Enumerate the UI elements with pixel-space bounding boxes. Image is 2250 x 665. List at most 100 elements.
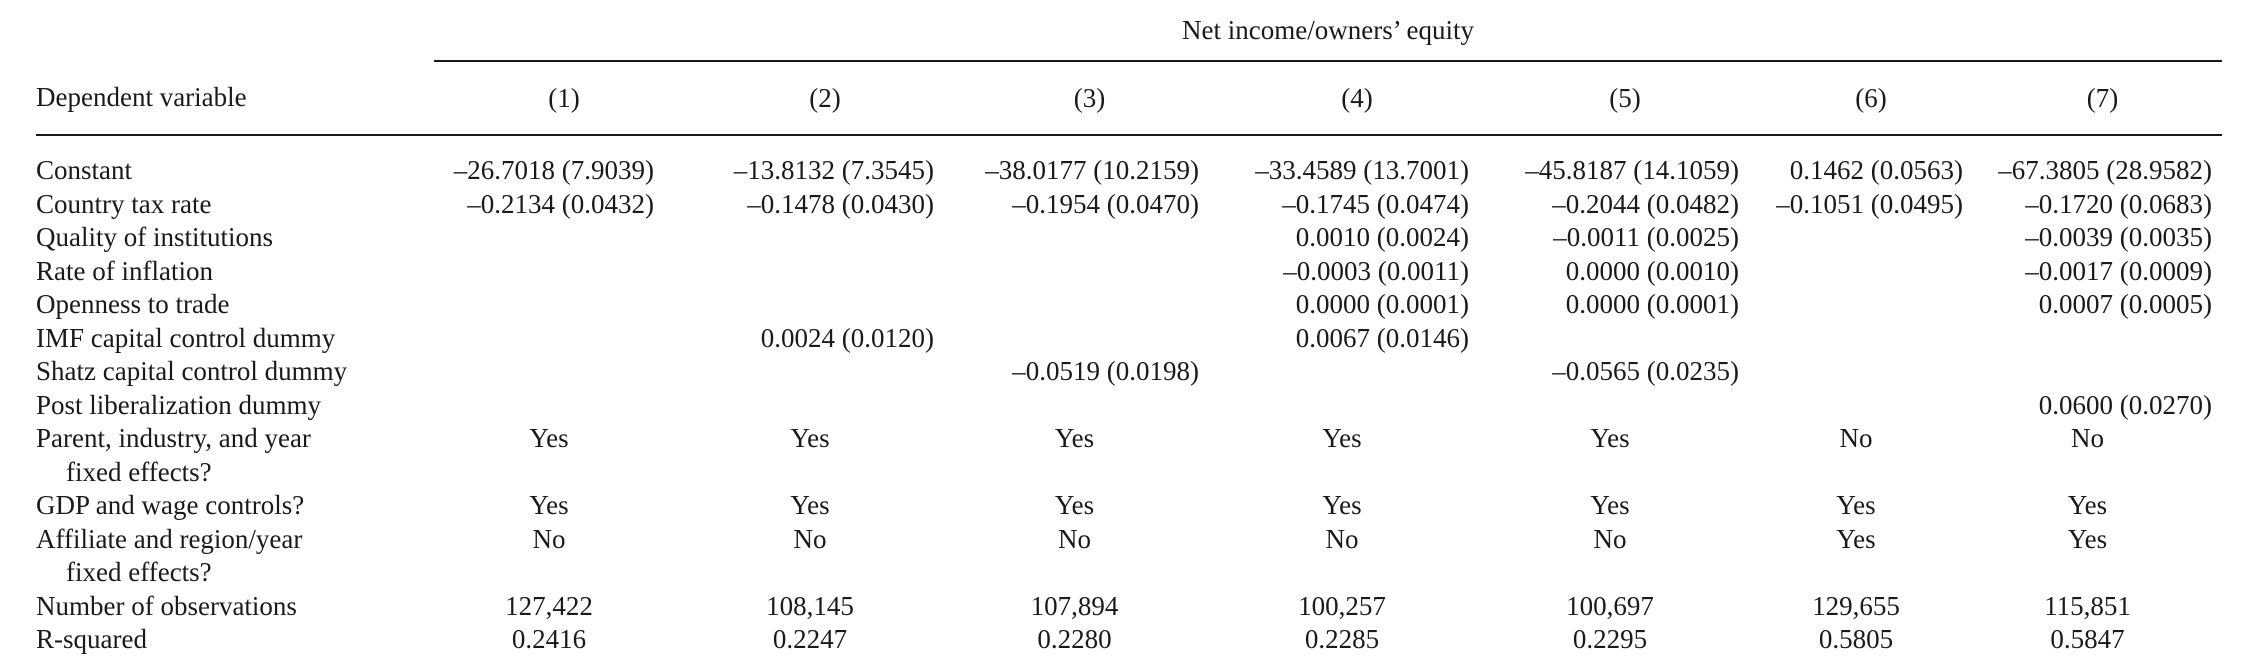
header-columns-row: Dependent variable (1) (2) (3) (4) (5) (… (36, 61, 2222, 136)
table-cell (1223, 389, 1491, 423)
row-label-text: Country tax rate (36, 188, 212, 219)
row-label-text: Affiliate and region/year (36, 523, 303, 554)
table-cell (956, 221, 1223, 255)
table-cell: Yes (1836, 490, 1876, 520)
row-label-text: Rate of inflation (36, 255, 213, 286)
table-cell: 115,851 (2044, 590, 2131, 621)
table-cell: –0.0519 (0.0198) (1012, 356, 1199, 386)
table-cell: Yes (790, 423, 830, 453)
table-cell: Yes (1054, 423, 1095, 453)
table-cell (434, 288, 694, 322)
table-cell (956, 389, 1223, 423)
row-label-text: Shatz capital control dummy (36, 356, 348, 386)
table-cell: No (1593, 523, 1627, 554)
table-cell (1491, 322, 1759, 356)
table-cell (1983, 322, 2222, 356)
table-cell: 129,655 (1812, 590, 1900, 621)
table-cell: 100,697 (1566, 590, 1654, 621)
table-cell: –38.0177 (10.2159) (985, 155, 1199, 185)
table-cell: –0.1745 (0.0474) (1282, 188, 1469, 219)
table-cell: No (1058, 523, 1091, 554)
row-label-text: Number of observations (36, 590, 297, 621)
row-label-text: R-squared (36, 624, 147, 654)
table-cell (434, 322, 694, 356)
row-label: Parent, industry, and year fixed effects? (36, 422, 434, 489)
row-label-text: Post liberalization dummy (36, 389, 321, 420)
column-header: (5) (1491, 61, 1759, 136)
table-body: Constant –26.7018 (7.9039) –13.8132 (7.354… (36, 135, 2222, 657)
table-cell: No (793, 523, 827, 554)
row-label: Post liberalization dummy (36, 389, 434, 423)
table-row: Rate of inflation –0.0003 (0.0011) 0.0000 … (36, 255, 2222, 289)
table-cell: –26.7018 (7.9039) (453, 155, 654, 185)
table-cell: –13.8132 (7.3545) (733, 155, 934, 185)
spanner-label: Net income/owners’ equity (434, 0, 2222, 62)
table-cell: 0.0000 (0.0010) (1565, 255, 1739, 286)
table-cell: 0.5805 (1818, 624, 1894, 654)
table-cell: 100,257 (1298, 590, 1386, 621)
row-label-text: IMF capital control dummy (36, 322, 336, 353)
table-row: Country tax rate –0.2134 (0.0432) –0.1478 … (36, 188, 2222, 222)
table-cell (1759, 322, 1983, 356)
table-cell: No (532, 523, 566, 554)
table-row: Affiliate and region/year fixed effects? N… (36, 523, 2222, 590)
table-row: R-squared 0.2416 0.2247 0.2280 0.2285 0.2295 0… (36, 623, 2222, 657)
table-row: Openness to trade 0.0000 (0.0001) 0.0000 (… (36, 288, 2222, 322)
table-cell: 0.2416 (511, 624, 587, 654)
column-header: (2) (694, 61, 956, 136)
table-cell: 0.2280 (1037, 624, 1112, 654)
table-cell: –0.0017 (0.0009) (2025, 255, 2212, 286)
table-cell (956, 288, 1223, 322)
table-cell: 107,894 (1030, 590, 1119, 621)
table-cell: 0.0000 (0.0001) (1565, 289, 1739, 319)
table-cell: –0.1954 (0.0470) (1012, 188, 1199, 219)
row-label: Country tax rate (36, 188, 434, 222)
table-cell (694, 389, 956, 423)
table-cell (1223, 355, 1491, 389)
table-cell (1759, 389, 1983, 423)
row-label: Openness to trade (36, 288, 434, 322)
row-label-text: GDP and wage controls? (36, 490, 305, 520)
table-row: Parent, industry, and year fixed effects?… (36, 422, 2222, 489)
table-cell: –0.0011 (0.0025) (1553, 222, 1739, 252)
table-cell (1491, 389, 1759, 423)
row-label: R-squared (36, 623, 434, 657)
table-cell (1759, 255, 1983, 289)
table-cell: –0.0039 (0.0035) (2025, 222, 2212, 252)
row-label-text: Openness to trade (36, 289, 230, 319)
table-cell: 0.0600 (0.0270) (2038, 389, 2212, 420)
table-row: Post liberalization dummy 0.0600 (0.0270) (36, 389, 2222, 423)
table-cell (956, 255, 1223, 289)
table-cell: Yes (1836, 523, 1876, 554)
row-label: Constant (36, 154, 434, 188)
row-label: Number of observations (36, 590, 434, 624)
table-cell: –0.2134 (0.0432) (467, 188, 654, 219)
table-cell: –0.2044 (0.0482) (1552, 188, 1739, 219)
row-label: GDP and wage controls? (36, 489, 434, 523)
table-cell: Yes (1590, 490, 1630, 520)
row-label: IMF capital control dummy (36, 322, 434, 356)
table-cell: Yes (1054, 490, 1095, 520)
table-cell: Yes (790, 490, 830, 520)
table-row: Shatz capital control dummy –0.0519 (0.01… (36, 355, 2222, 389)
column-header: (3) (956, 61, 1223, 136)
header-span-row: Net income/owners’ equity (36, 0, 2222, 62)
table-row: IMF capital control dummy 0.0024 (0.0120)… (36, 322, 2222, 356)
table-cell: –0.0003 (0.0011) (1283, 255, 1469, 286)
column-header: (1) (434, 61, 694, 136)
table-cell: 0.5847 (2050, 624, 2125, 654)
table-cell: –33.4589 (13.7001) (1255, 155, 1469, 185)
table-cell: Yes (529, 490, 569, 520)
table-cell: No (1839, 423, 1873, 453)
row-label-continuation: fixed effects? (66, 557, 212, 587)
table-cell: 0.0067 (0.0146) (1295, 322, 1469, 353)
table-row: Constant –26.7018 (7.9039) –13.8132 (7.354… (36, 154, 2222, 188)
row-label-text: Quality of institutions (36, 222, 274, 252)
table-cell (694, 221, 956, 255)
column-header: (7) (1983, 61, 2222, 136)
table-cell: 0.2295 (1572, 624, 1648, 654)
table-row: Number of observations 127,422 108,145 107,… (36, 590, 2222, 624)
table-cell: –67.3805 (28.9582) (1998, 155, 2212, 185)
table-cell: –45.8187 (14.1059) (1525, 155, 1739, 185)
